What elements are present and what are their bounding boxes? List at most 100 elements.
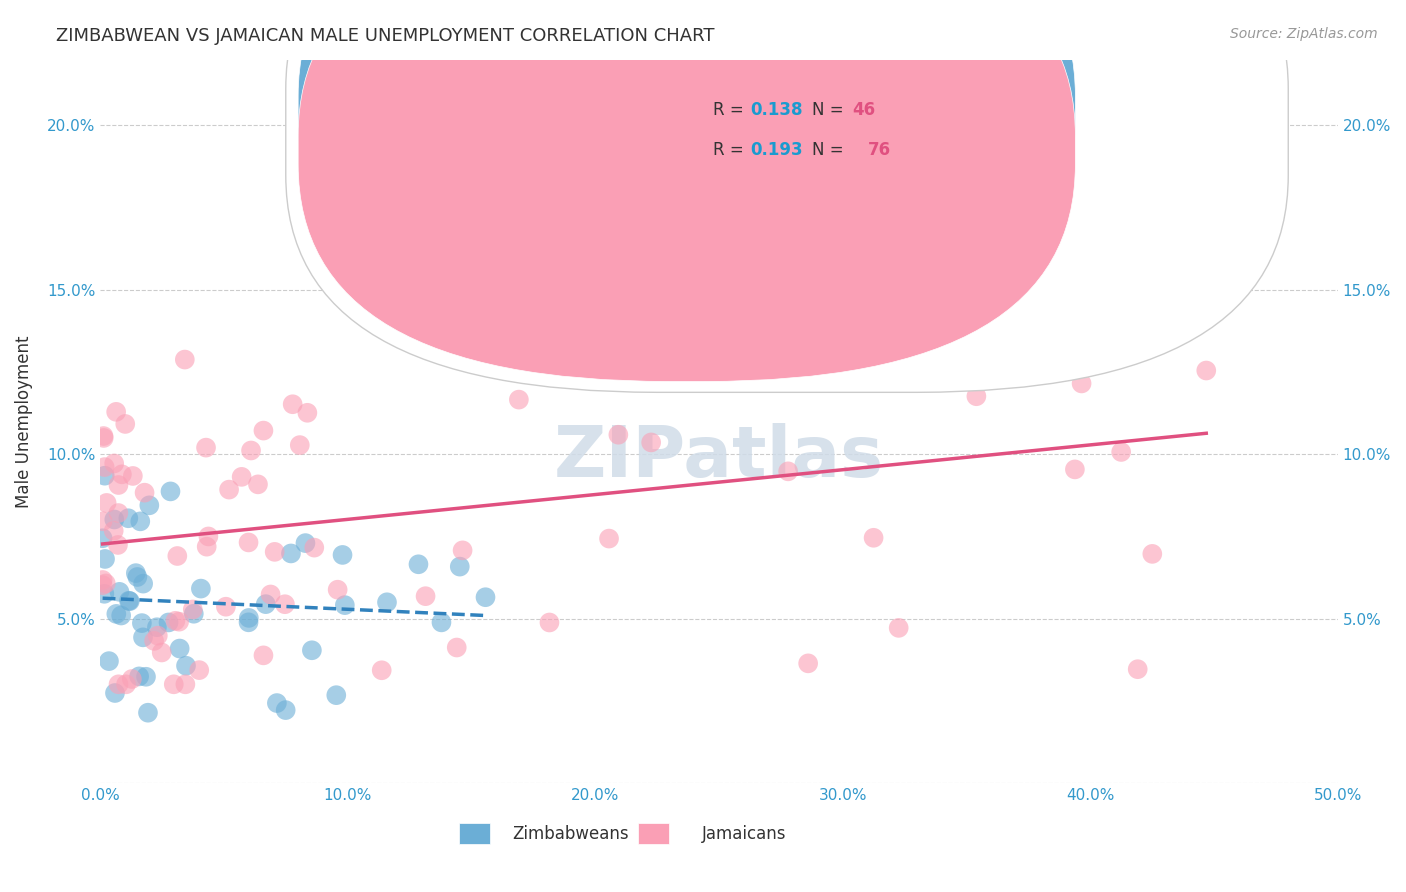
Point bbox=[181, 602, 204, 616]
Point bbox=[263, 545, 285, 559]
Point bbox=[174, 658, 197, 673]
Point bbox=[609, 119, 631, 133]
Point bbox=[231, 470, 253, 484]
Point bbox=[93, 429, 115, 443]
Point bbox=[301, 643, 323, 657]
Point bbox=[132, 576, 155, 591]
Point bbox=[128, 669, 150, 683]
Point bbox=[215, 599, 238, 614]
Point bbox=[104, 686, 127, 700]
Point bbox=[274, 597, 297, 611]
Point bbox=[560, 266, 582, 280]
Point bbox=[254, 597, 277, 611]
Point bbox=[415, 589, 437, 603]
Text: 76: 76 bbox=[868, 141, 890, 159]
Text: ZIMBABWEAN VS JAMAICAN MALE UNEMPLOYMENT CORRELATION CHART: ZIMBABWEAN VS JAMAICAN MALE UNEMPLOYMENT… bbox=[56, 27, 714, 45]
Point bbox=[138, 498, 160, 512]
Point bbox=[157, 615, 180, 630]
Point bbox=[332, 548, 354, 562]
FancyBboxPatch shape bbox=[298, 0, 1076, 342]
Point bbox=[93, 460, 115, 475]
Text: 0.138: 0.138 bbox=[749, 101, 803, 120]
Point bbox=[326, 582, 349, 597]
Text: Jamaicans: Jamaicans bbox=[702, 824, 786, 843]
Point bbox=[183, 607, 205, 621]
Point bbox=[127, 570, 149, 584]
Point bbox=[174, 677, 197, 691]
Point bbox=[159, 484, 181, 499]
Point bbox=[778, 464, 800, 478]
Point bbox=[195, 441, 218, 455]
Point bbox=[1109, 445, 1132, 459]
Point bbox=[1195, 363, 1218, 377]
Point bbox=[91, 514, 114, 528]
Point bbox=[167, 615, 190, 629]
Point bbox=[252, 424, 274, 438]
Point bbox=[598, 532, 620, 546]
Point bbox=[115, 677, 138, 691]
Point bbox=[169, 641, 191, 656]
Point bbox=[408, 558, 430, 572]
Point bbox=[325, 688, 347, 702]
Point bbox=[1126, 662, 1149, 676]
Point bbox=[110, 608, 132, 623]
Point bbox=[135, 670, 157, 684]
Point bbox=[94, 552, 117, 566]
FancyBboxPatch shape bbox=[298, 0, 1076, 382]
Bar bbox=[458, 822, 489, 845]
Text: Source: ZipAtlas.com: Source: ZipAtlas.com bbox=[1230, 27, 1378, 41]
Point bbox=[965, 389, 987, 403]
Point bbox=[297, 406, 319, 420]
Point bbox=[121, 469, 143, 483]
Text: 0.193: 0.193 bbox=[749, 141, 803, 159]
Point bbox=[195, 540, 218, 554]
Text: N =: N = bbox=[811, 101, 849, 120]
Text: N =: N = bbox=[808, 141, 855, 159]
Point bbox=[107, 506, 129, 520]
Point bbox=[246, 477, 269, 491]
Text: Zimbabweans: Zimbabweans bbox=[512, 824, 628, 843]
FancyBboxPatch shape bbox=[298, 0, 1076, 342]
Point bbox=[266, 696, 288, 710]
Point bbox=[114, 417, 136, 431]
FancyBboxPatch shape bbox=[285, 0, 1288, 392]
Point bbox=[165, 614, 187, 628]
Point bbox=[1142, 547, 1164, 561]
Point bbox=[93, 587, 115, 601]
Point bbox=[281, 397, 304, 411]
Point bbox=[94, 576, 117, 591]
Point bbox=[640, 435, 662, 450]
Point bbox=[91, 578, 114, 592]
Text: R =: R = bbox=[713, 101, 749, 120]
Point bbox=[449, 559, 471, 574]
Point bbox=[797, 657, 820, 671]
Text: R =: R = bbox=[713, 141, 749, 159]
Y-axis label: Male Unemployment: Male Unemployment bbox=[15, 335, 32, 508]
Point bbox=[103, 524, 125, 538]
Point bbox=[105, 607, 128, 621]
Point bbox=[98, 654, 121, 668]
Point bbox=[136, 706, 159, 720]
Point bbox=[259, 587, 281, 601]
Point bbox=[105, 405, 128, 419]
Point bbox=[288, 438, 311, 452]
Point bbox=[304, 541, 326, 555]
Point bbox=[294, 536, 316, 550]
Point bbox=[118, 594, 141, 608]
Point bbox=[132, 631, 155, 645]
Point bbox=[121, 672, 143, 686]
Point bbox=[1064, 462, 1087, 476]
Text: 46: 46 bbox=[852, 101, 876, 120]
Point bbox=[887, 621, 910, 635]
Point bbox=[163, 677, 186, 691]
Point bbox=[129, 514, 152, 528]
FancyBboxPatch shape bbox=[298, 0, 1076, 382]
Point bbox=[150, 645, 173, 659]
Point bbox=[607, 427, 630, 442]
Point bbox=[131, 616, 153, 631]
Point bbox=[107, 478, 129, 492]
Point bbox=[118, 593, 141, 607]
Point bbox=[125, 566, 148, 581]
Point bbox=[197, 529, 219, 543]
Point bbox=[146, 620, 169, 634]
